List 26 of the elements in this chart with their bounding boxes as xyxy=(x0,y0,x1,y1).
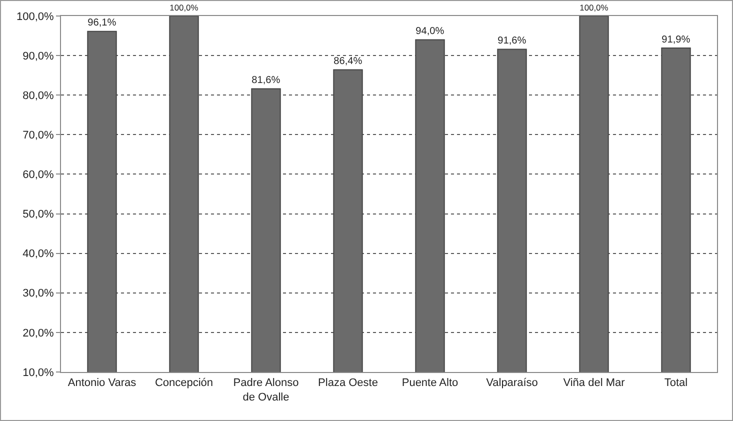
x-tick-label: Antonio Varas xyxy=(68,377,137,390)
data-label: 96,1% xyxy=(88,18,116,29)
y-tick-label: 90,0% xyxy=(22,50,54,62)
y-tick-label: 80,0% xyxy=(22,90,54,102)
data-label: 91,9% xyxy=(662,34,690,46)
y-tick-label: 10,0% xyxy=(22,366,54,379)
data-label: 86,4% xyxy=(334,56,362,68)
y-tick-label: 60,0% xyxy=(22,169,54,182)
y-tick-label: 40,0% xyxy=(22,248,54,260)
x-tick-label: Padre Alonso de Ovalle xyxy=(233,377,299,404)
x-tick-label: Valparaíso xyxy=(486,377,538,390)
x-tick-label: Total xyxy=(664,377,688,390)
x-tick-label: Concepción xyxy=(154,377,214,390)
data-label: 100,0% xyxy=(170,2,199,13)
data-label: 91,6% xyxy=(498,35,526,46)
x-tick-label: Puente Alto xyxy=(402,377,458,390)
data-label: 100,0% xyxy=(580,2,609,13)
x-tick-label: Viña del Mar xyxy=(563,377,626,390)
data-label: 94,0% xyxy=(416,26,444,37)
x-tick-label: Plaza Oeste xyxy=(318,377,378,390)
y-tick-label: 50,0% xyxy=(22,208,54,221)
y-tick-label: 70,0% xyxy=(22,130,54,142)
y-tick-label: 30,0% xyxy=(22,288,54,300)
data-label: 81,6% xyxy=(252,75,280,86)
y-tick-label: 20,0% xyxy=(22,327,54,340)
y-tick-label: 100,0% xyxy=(16,10,54,23)
